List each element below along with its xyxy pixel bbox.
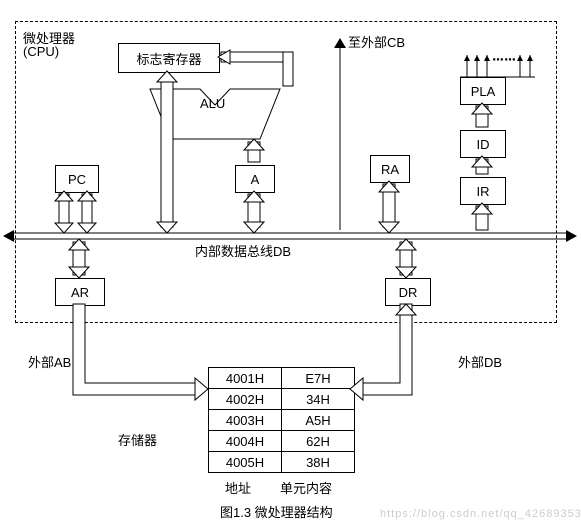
ext-db-label: 外部DB (458, 352, 502, 371)
figure-caption: 图1.3 微处理器结构 (220, 502, 333, 521)
ext-ab-label: 外部AB (28, 352, 71, 371)
memory-row: 4002H34H (209, 389, 355, 410)
flag-register-label: 标志寄存器 (136, 49, 201, 68)
ar-label: AR (71, 285, 89, 300)
content-label: 单元内容 (280, 478, 332, 497)
watermark: https://blog.csdn.net/qq_42689353 (380, 508, 581, 520)
ir-label: IR (477, 184, 490, 199)
dr-label: DR (399, 285, 418, 300)
memory-addr-cell: 4003H (209, 410, 282, 431)
to-cb-label: 至外部CB (348, 32, 405, 51)
ir-box: IR (460, 177, 506, 205)
memory-row: 4004H62H (209, 431, 355, 452)
memory-val-cell: E7H (282, 368, 355, 389)
flag-register-box: 标志寄存器 (118, 43, 220, 73)
dr-box: DR (385, 278, 431, 306)
memory-val-cell: A5H (282, 410, 355, 431)
memory-row: 4005H38H (209, 452, 355, 473)
memory-val-cell: 38H (282, 452, 355, 473)
pc-label: PC (68, 172, 86, 187)
memory-val-cell: 34H (282, 389, 355, 410)
a-box: A (235, 165, 275, 193)
memory-addr-cell: 4001H (209, 368, 282, 389)
ar-box: AR (55, 278, 105, 306)
memory-table: 4001HE7H4002H34H4003HA5H4004H62H4005H38H (208, 367, 355, 473)
pc-box: PC (55, 165, 99, 193)
memory-val-cell: 62H (282, 431, 355, 452)
memory-label: 存储器 (118, 430, 157, 449)
cpu-label-2: (CPU) (23, 44, 59, 59)
id-label: ID (477, 137, 490, 152)
a-label: A (251, 172, 260, 187)
ra-box: RA (370, 155, 410, 183)
pla-box: PLA (460, 77, 506, 105)
pla-label: PLA (471, 84, 496, 99)
bus-label: 内部数据总线DB (195, 241, 291, 260)
memory-addr-cell: 4004H (209, 431, 282, 452)
addr-label: 地址 (225, 478, 251, 497)
ra-label: RA (381, 162, 399, 177)
memory-addr-cell: 4002H (209, 389, 282, 410)
memory-addr-cell: 4005H (209, 452, 282, 473)
id-box: ID (460, 130, 506, 158)
memory-row: 4003HA5H (209, 410, 355, 431)
memory-row: 4001HE7H (209, 368, 355, 389)
